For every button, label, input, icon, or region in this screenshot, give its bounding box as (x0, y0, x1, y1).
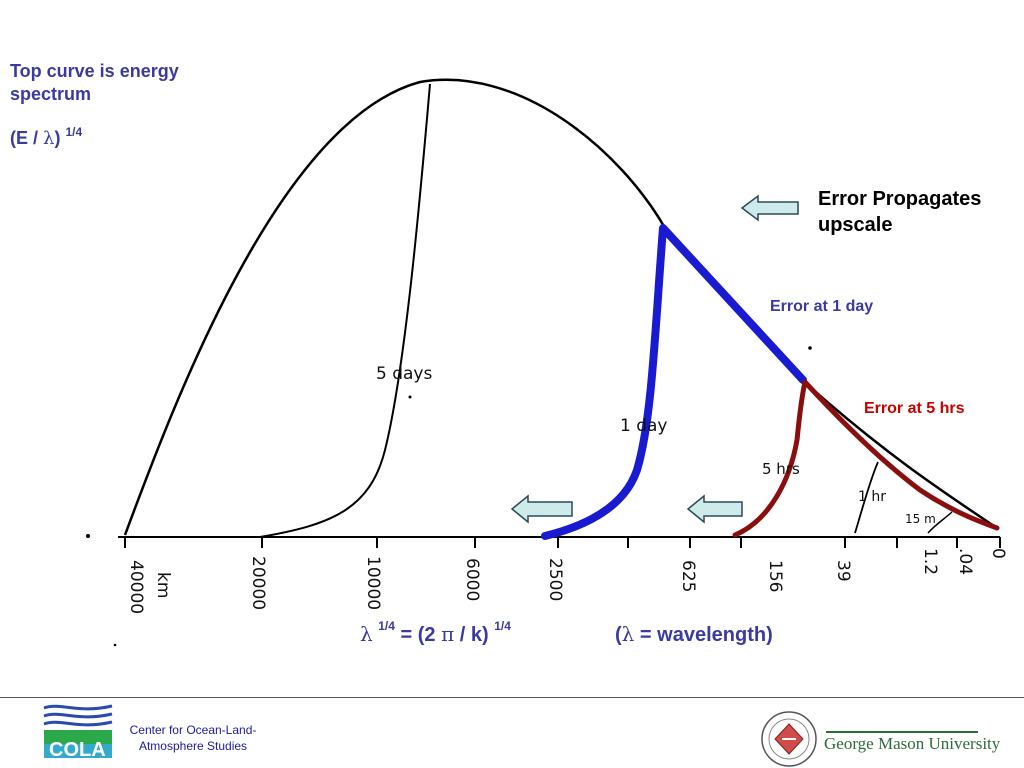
energy-formula-prefix: (E / (10, 128, 44, 148)
label-five-hrs: 5 hrs (762, 460, 800, 478)
propagate-arrow-icon (740, 194, 799, 222)
tick-label-0: 0 (988, 548, 1008, 559)
tick-label-156: 156 (765, 560, 785, 592)
formula-exp2: 1/4 (494, 619, 511, 633)
axis-unit-label: km (153, 572, 173, 598)
wavelength-formula: λ 1/4 = (2 π / k) 1/4 (360, 619, 511, 647)
left-arrow-icon (686, 494, 743, 524)
tick-label-40000: 40000 (126, 560, 146, 614)
propagates-annotation: Error Propagates upscale (818, 188, 982, 236)
intro-text: Top curve is energy spectrum (10, 61, 179, 105)
one-day-error-curve (541, 224, 807, 540)
lambda-symbol: λ (43, 128, 55, 149)
axis-tick-marks (124, 537, 1001, 548)
tick-label-2500: 2500 (545, 558, 565, 601)
error-5hrs-annotation: Error at 5 hrs (864, 400, 965, 417)
five-hrs-error-curve (732, 379, 1000, 538)
tick-label-39: 39 (833, 560, 853, 582)
label-five-days: 5 days (376, 364, 432, 384)
footer-divider (0, 697, 1024, 698)
formula-end: / k) (454, 624, 489, 646)
scan-speck (113, 643, 117, 647)
tick-label-625: 625 (678, 560, 698, 592)
label-fifteen-min: 15 m (905, 512, 936, 526)
energy-formula-suffix: ) (54, 128, 61, 148)
left-arrow-icon (510, 494, 573, 524)
scan-speck (408, 395, 412, 399)
tick-label-10000: 10000 (363, 556, 383, 610)
tick-label-1-2: 1.2 (920, 548, 940, 575)
formula-lambda: λ (360, 622, 373, 646)
cola-caption: Center for Ocean-Land-Atmosphere Studies (129, 723, 257, 753)
tick-label-04: .04 (955, 548, 975, 575)
error-1day-annotation: Error at 1 day (770, 298, 874, 315)
gmu-seal-icon (761, 711, 817, 767)
energy-spectrum-curve (123, 78, 998, 536)
scan-speck (86, 534, 90, 538)
cola-logo: COLA (43, 704, 113, 761)
cola-logo-text: COLA (49, 739, 106, 761)
one-hr-error-curve (854, 461, 879, 534)
tick-label-6000: 6000 (462, 558, 482, 601)
five-days-error-curve (259, 83, 431, 538)
note-lambda: λ (621, 622, 635, 646)
fifteen-min-error-curve (927, 511, 953, 534)
scan-speck (808, 346, 812, 350)
energy-formula: (E / λ) 1/4 (10, 125, 83, 149)
label-one-hr: 1 hr (858, 489, 886, 505)
wavelength-note: (λ = wavelength) (615, 622, 773, 647)
note-open: ( (615, 624, 622, 646)
formula-middle: = (2 (394, 624, 442, 646)
energy-formula-exponent: 1/4 (65, 125, 83, 139)
label-one-day: 1 day (620, 416, 668, 436)
note-rest: = wavelength) (634, 624, 773, 646)
formula-pi: π (441, 622, 455, 646)
tick-label-20000: 20000 (248, 556, 268, 610)
formula-exp1: 1/4 (378, 619, 395, 633)
gmu-name: George Mason University (824, 734, 1001, 753)
